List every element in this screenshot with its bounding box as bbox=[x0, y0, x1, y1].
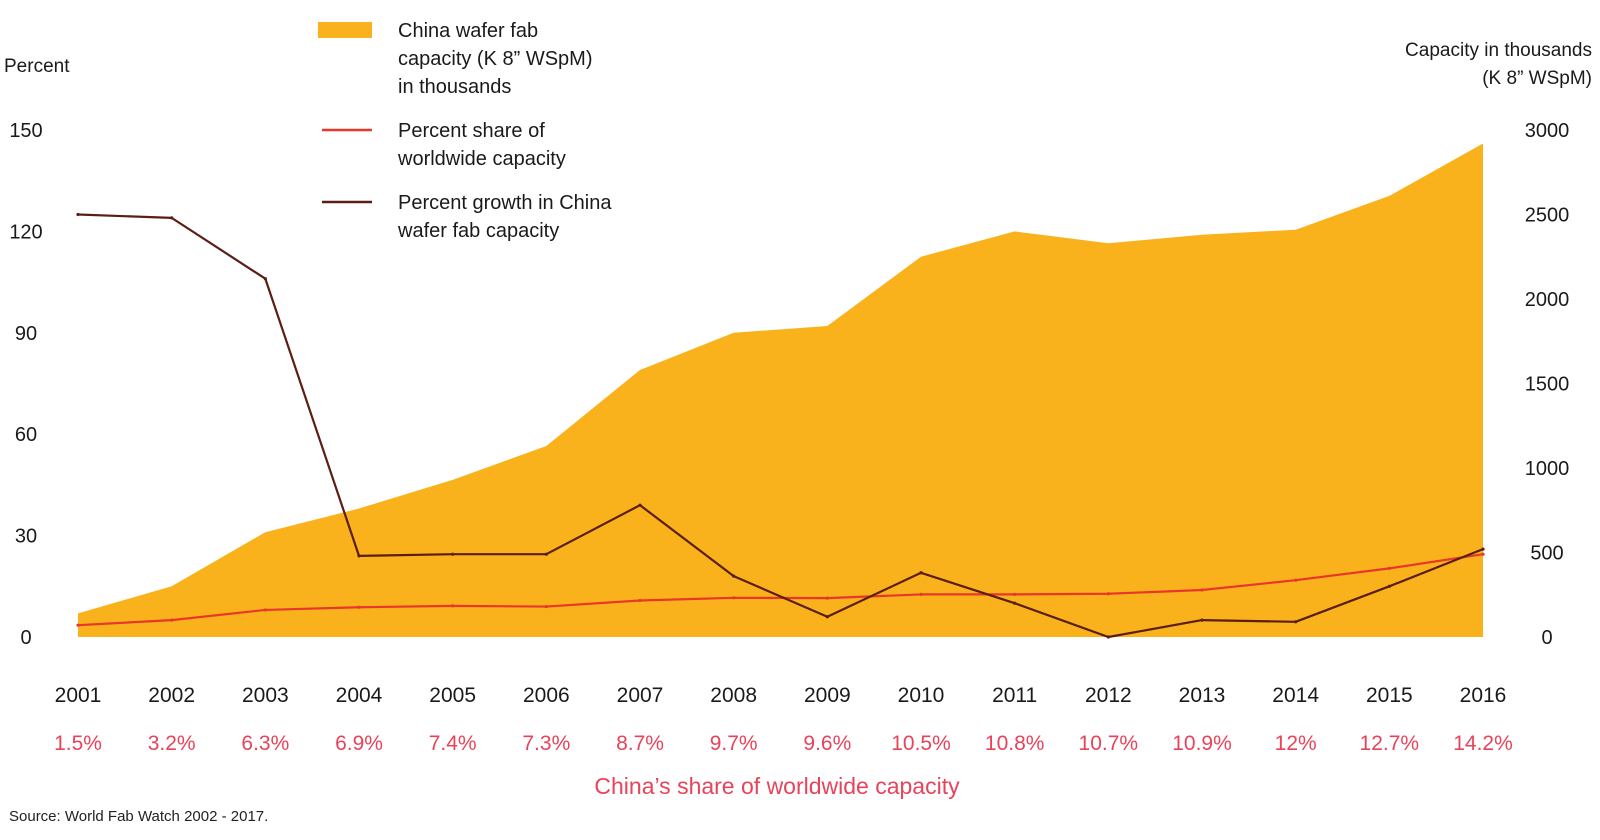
left-tick-label: 150 bbox=[9, 120, 42, 142]
share-line-point-2015 bbox=[1387, 566, 1391, 570]
legend-label: Percent share of bbox=[398, 120, 545, 142]
right-tick-label: 1500 bbox=[1525, 374, 1570, 396]
growth-line-point-2014 bbox=[1294, 620, 1298, 624]
share-line-point-2012 bbox=[1106, 592, 1110, 596]
x-tick-label: 2006 bbox=[523, 684, 570, 707]
legend: China wafer fab capacity (K 8” WSpM) in th… bbox=[318, 20, 612, 242]
x-tick-label: 2016 bbox=[1460, 684, 1507, 707]
legend-label: wafer fab capacity bbox=[397, 220, 559, 242]
share-label: 6.9% bbox=[335, 732, 383, 755]
x-tick-label: 2007 bbox=[617, 684, 664, 707]
growth-line-point-2006 bbox=[544, 552, 548, 556]
share-line-point-2014 bbox=[1294, 578, 1298, 582]
axes-layer: 0306090120150050010001500200025003000200… bbox=[9, 120, 1569, 755]
share-line-point-2004 bbox=[357, 605, 361, 609]
share-label: 7.4% bbox=[429, 732, 477, 755]
right-tick-label: 3000 bbox=[1525, 120, 1570, 142]
share-line-point-2010 bbox=[919, 592, 923, 597]
right-axis-label-line1: Capacity in thousands bbox=[1405, 40, 1592, 61]
x-tick-label: 2009 bbox=[804, 684, 851, 707]
right-tick-label: 2000 bbox=[1525, 289, 1570, 311]
share-label: 3.2% bbox=[148, 732, 196, 755]
share-line-point-2011 bbox=[1013, 592, 1017, 597]
legend-label: in thousands bbox=[398, 76, 511, 98]
share-line-point-2009 bbox=[825, 596, 829, 600]
x-axis-title: China’s share of worldwide capacity bbox=[594, 773, 960, 799]
right-tick-label: 2500 bbox=[1525, 205, 1570, 227]
x-tick-label: 2011 bbox=[992, 684, 1037, 707]
x-tick-label: 2010 bbox=[898, 684, 945, 707]
share-label: 6.3% bbox=[241, 732, 289, 755]
capacity-area-layer bbox=[78, 143, 1483, 637]
left-tick-label: 0 bbox=[20, 627, 31, 649]
legend-label: Percent growth in China bbox=[398, 192, 612, 214]
growth-line-point-2002 bbox=[170, 216, 174, 220]
share-label: 10.8% bbox=[985, 732, 1045, 755]
capacity-area bbox=[78, 143, 1483, 637]
growth-line-point-2001 bbox=[76, 212, 80, 217]
growth-line bbox=[77, 213, 1484, 639]
share-label: 1.5% bbox=[54, 732, 102, 755]
right-tick-label: 0 bbox=[1541, 627, 1552, 649]
growth-line-point-2010 bbox=[919, 571, 923, 575]
left-tick-label: 90 bbox=[15, 323, 37, 345]
right-tick-label: 1000 bbox=[1525, 458, 1570, 480]
left-axis-label: Percent bbox=[4, 56, 70, 77]
x-tick-label: 2012 bbox=[1085, 684, 1132, 707]
share-label: 10.7% bbox=[1079, 732, 1139, 755]
x-tick-label: 2004 bbox=[336, 684, 383, 707]
left-tick-label: 30 bbox=[15, 526, 37, 548]
x-tick-label: 2013 bbox=[1179, 684, 1226, 707]
left-tick-label: 120 bbox=[9, 221, 42, 243]
share-line-point-2013 bbox=[1200, 588, 1204, 592]
x-tick-label: 2005 bbox=[429, 684, 476, 707]
growth-line-point-2012 bbox=[1106, 635, 1110, 639]
share-label: 9.7% bbox=[710, 732, 758, 755]
growth-line-point-2005 bbox=[451, 552, 455, 556]
growth-line-point-2013 bbox=[1200, 618, 1204, 622]
legend-swatch-area bbox=[318, 22, 372, 38]
x-tick-label: 2003 bbox=[242, 684, 289, 707]
growth-line-point-2008 bbox=[732, 574, 736, 578]
share-line-point-2016 bbox=[1481, 552, 1485, 556]
share-line-point-2003 bbox=[263, 608, 267, 612]
share-line-point-2006 bbox=[544, 604, 548, 609]
growth-line-point-2003 bbox=[263, 277, 267, 281]
left-tick-label: 60 bbox=[15, 424, 37, 446]
share-line-point-2001 bbox=[76, 623, 80, 627]
share-label: 7.3% bbox=[522, 732, 570, 755]
source-note: Source: World Fab Watch 2002 - 2017. bbox=[9, 808, 268, 825]
legend-label: China wafer fab bbox=[398, 20, 538, 42]
growth-line-point-2011 bbox=[1013, 601, 1017, 605]
lines-layer bbox=[76, 212, 1485, 639]
share-label: 8.7% bbox=[616, 732, 664, 755]
right-axis-label-line2: (K 8” WSpM) bbox=[1482, 68, 1592, 89]
share-line-point-2008 bbox=[732, 596, 736, 600]
share-line bbox=[77, 553, 1484, 627]
x-tick-label: 2008 bbox=[710, 684, 757, 707]
growth-line-point-2007 bbox=[638, 503, 642, 507]
share-line-point-2005 bbox=[451, 604, 455, 608]
growth-line-point-2004 bbox=[357, 554, 361, 558]
growth-line-point-2016 bbox=[1481, 547, 1485, 551]
share-label: 14.2% bbox=[1453, 732, 1513, 755]
growth-line-point-2009 bbox=[825, 615, 829, 619]
legend-label: capacity (K 8” WSpM) bbox=[398, 48, 592, 70]
growth-line-point-2015 bbox=[1387, 584, 1391, 588]
legend-label: worldwide capacity bbox=[397, 148, 566, 170]
x-tick-label: 2015 bbox=[1366, 684, 1413, 707]
share-line-point-2007 bbox=[638, 598, 642, 603]
share-label: 9.6% bbox=[803, 732, 851, 755]
share-line-point-2002 bbox=[170, 618, 174, 622]
share-label: 12% bbox=[1275, 732, 1317, 755]
x-tick-label: 2002 bbox=[148, 684, 195, 707]
share-label: 10.5% bbox=[891, 732, 951, 755]
x-tick-label: 2001 bbox=[55, 684, 102, 707]
right-tick-label: 500 bbox=[1530, 543, 1563, 565]
share-label: 12.7% bbox=[1360, 732, 1420, 755]
x-tick-label: 2014 bbox=[1272, 684, 1319, 707]
share-label: 10.9% bbox=[1172, 732, 1232, 755]
